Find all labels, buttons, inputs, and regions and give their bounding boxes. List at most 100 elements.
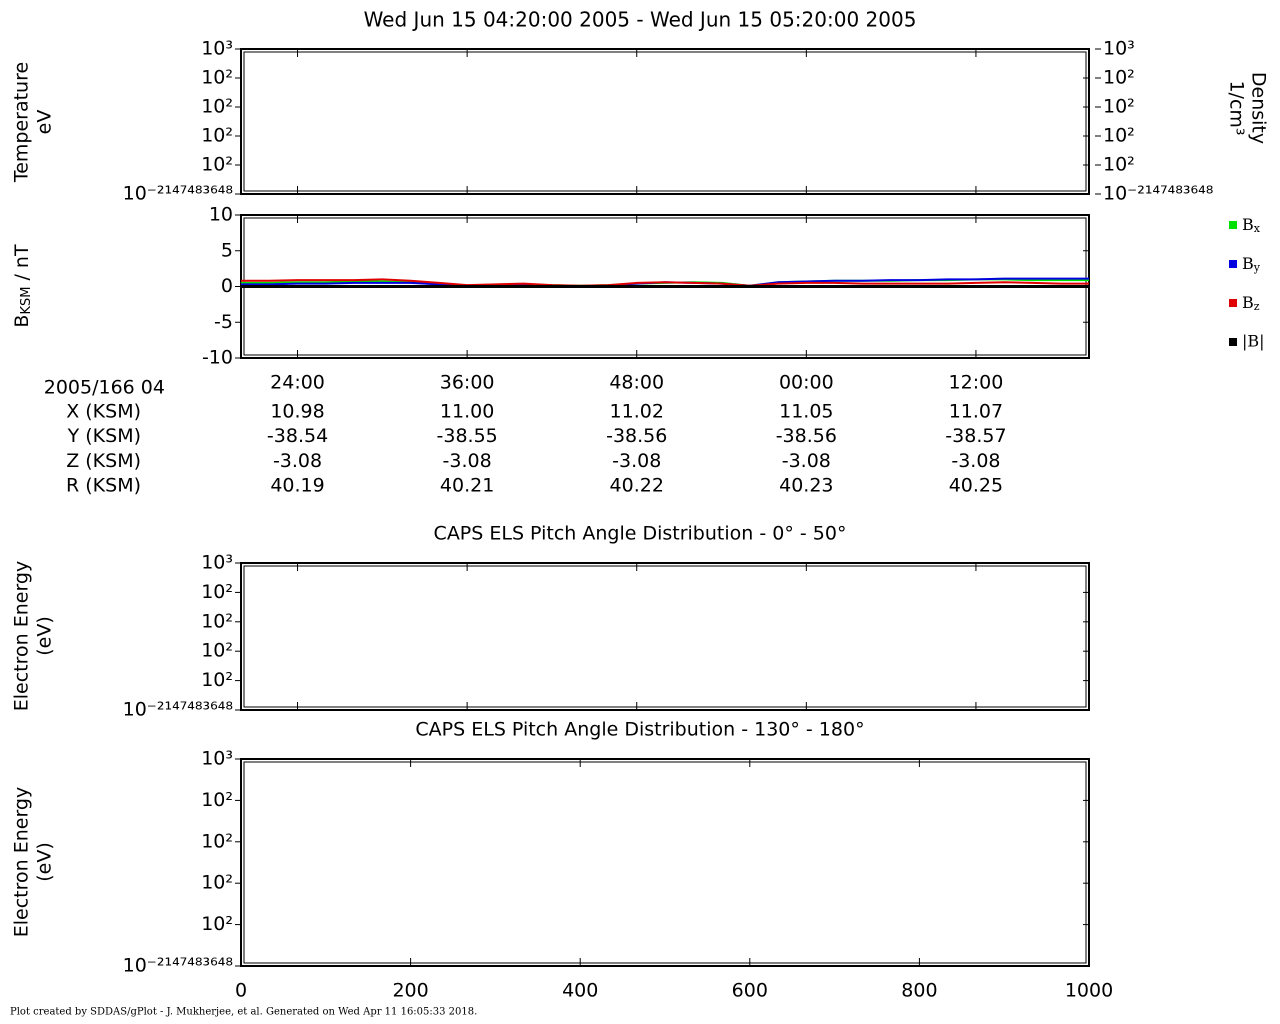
ephemeris-value: 40.25 [949, 475, 1003, 497]
y-label-line: Electron Energy [11, 787, 33, 938]
ephemeris-label: Z (KSM) [66, 450, 141, 472]
y-label: BKSM / nT [11, 244, 34, 328]
x-tick-label: 1000 [1065, 980, 1113, 1002]
x-tick-label: 24:00 [270, 372, 325, 394]
ephemeris-value: -38.56 [776, 425, 837, 447]
y-label: Electron Energy (eV) [11, 561, 56, 712]
legend-label: Bx [1242, 215, 1261, 236]
y-tick-label: 10² [201, 872, 233, 894]
y2-tick-label: 10² [1103, 96, 1135, 118]
legend-label: By [1242, 254, 1261, 275]
y2-label-line: 1/cm³ [1226, 80, 1248, 135]
y-label-part: B [11, 315, 33, 328]
ephemeris-value: 11.02 [610, 401, 664, 423]
ephemeris-value: -38.54 [267, 425, 328, 447]
x-tick-label: 00:00 [779, 372, 834, 394]
y2-label-line: Density [1248, 72, 1270, 144]
panel-title: CAPS ELS Pitch Angle Distribution - 130°… [415, 719, 864, 741]
y2-tick-label: 10⁻²¹⁴⁷⁴⁸³⁶⁴⁸ [1103, 183, 1213, 205]
ephemeris-value: 10.98 [270, 401, 324, 423]
y2-tick-label: 10² [1103, 125, 1135, 147]
ephemeris-value: -38.56 [606, 425, 667, 447]
y-label-part: / nT [11, 244, 33, 287]
y-tick-label: 5 [221, 239, 233, 261]
x-tick-label: 800 [901, 980, 937, 1002]
x-tick-label: 200 [392, 980, 428, 1002]
ephemeris-value: -3.08 [273, 450, 322, 472]
y-tick-label: 10² [201, 830, 233, 852]
y-tick-label: 10² [201, 67, 233, 89]
ephemeris-label: Y (KSM) [67, 425, 141, 447]
x-tick-label: 36:00 [440, 372, 495, 394]
y-label-line: eV [34, 110, 56, 135]
ephemeris-value: 11.05 [779, 401, 833, 423]
y-tick-label: 10² [201, 125, 233, 147]
y2-tick-label: 10² [1103, 67, 1135, 89]
y-tick-label: -5 [214, 311, 233, 333]
y-tick-label: 10² [201, 913, 233, 935]
plot-frame [240, 48, 1090, 195]
y-tick-label: 10² [201, 789, 233, 811]
plot-frame [240, 562, 1090, 711]
ephemeris-value: 40.21 [440, 475, 494, 497]
ephemeris-label: X (KSM) [66, 401, 141, 423]
plot-frame-inner [243, 761, 1087, 964]
legend-swatch [1229, 260, 1237, 268]
y-tick-label: 0 [221, 275, 233, 297]
y2-tick-label: 10² [1103, 154, 1135, 176]
y-tick-label: 10² [201, 640, 233, 662]
ephemeris-value: 11.07 [949, 401, 1003, 423]
ephemeris-value: -38.55 [437, 425, 498, 447]
legend-swatch [1229, 338, 1237, 346]
y-tick-label: 10 [209, 204, 233, 226]
y-tick-label: 10² [201, 610, 233, 632]
y-label: Temperature eV [11, 62, 56, 183]
y-tick-label: 10³ [201, 38, 233, 60]
ephemeris-value: -3.08 [782, 450, 831, 472]
series-line [241, 278, 1089, 287]
plot-frame-inner [243, 565, 1087, 708]
ephemeris-value: -3.08 [612, 450, 661, 472]
y-tick-label: 10⁻²¹⁴⁷⁴⁸³⁶⁴⁸ [123, 699, 233, 721]
y-label-line: (eV) [34, 842, 56, 882]
x-tick-label: 0 [235, 980, 247, 1002]
x-tick-label: 12:00 [949, 372, 1004, 394]
ephemeris-value: 40.23 [779, 475, 833, 497]
ephemeris-header: 2005/166 04 [44, 377, 165, 399]
ephemeris-label: R (KSM) [66, 475, 141, 497]
y-label-text: BKSM / nT [11, 244, 34, 328]
y-tick-label: 10³ [201, 552, 233, 574]
page-title: Wed Jun 15 04:20:00 2005 - Wed Jun 15 05… [364, 8, 917, 32]
y-label: Electron Energy (eV) [11, 787, 56, 938]
footer: Plot created by SDDAS/gPlot - J. Mukherj… [10, 1007, 477, 1018]
x-tick-label: 400 [562, 980, 598, 1002]
y-label-part: KSM [19, 287, 34, 315]
x-tick-label: 600 [732, 980, 768, 1002]
ephemeris-value: -3.08 [951, 450, 1000, 472]
y-tick-label: 10² [201, 581, 233, 603]
y-tick-label: -10 [202, 347, 233, 369]
panel-title: CAPS ELS Pitch Angle Distribution - 0° -… [434, 523, 847, 545]
y-tick-label: 10⁻²¹⁴⁷⁴⁸³⁶⁴⁸ [123, 955, 233, 977]
ephemeris-value: 40.19 [270, 475, 324, 497]
y-tick-label: 10² [201, 669, 233, 691]
y-label-line: Electron Energy [11, 561, 33, 712]
legend-swatch [1229, 221, 1237, 229]
ephemeris-value: -38.57 [945, 425, 1006, 447]
y-tick-label: 10³ [201, 748, 233, 770]
ephemeris-value: 40.22 [610, 475, 664, 497]
legend-label: Bz [1242, 293, 1260, 314]
x-tick-label: 48:00 [609, 372, 664, 394]
ephemeris-value: 11.00 [440, 401, 494, 423]
y-label-line: (eV) [34, 616, 56, 656]
plot-frame [240, 758, 1090, 967]
y-tick-label: 10² [201, 154, 233, 176]
y2-tick-label: 10³ [1103, 38, 1135, 60]
ephemeris-value: -3.08 [443, 450, 492, 472]
legend-label: |B| [1242, 332, 1265, 351]
plot-frame-inner [243, 51, 1087, 192]
y-tick-label: 10² [201, 96, 233, 118]
y-label-line: Temperature [11, 62, 33, 183]
